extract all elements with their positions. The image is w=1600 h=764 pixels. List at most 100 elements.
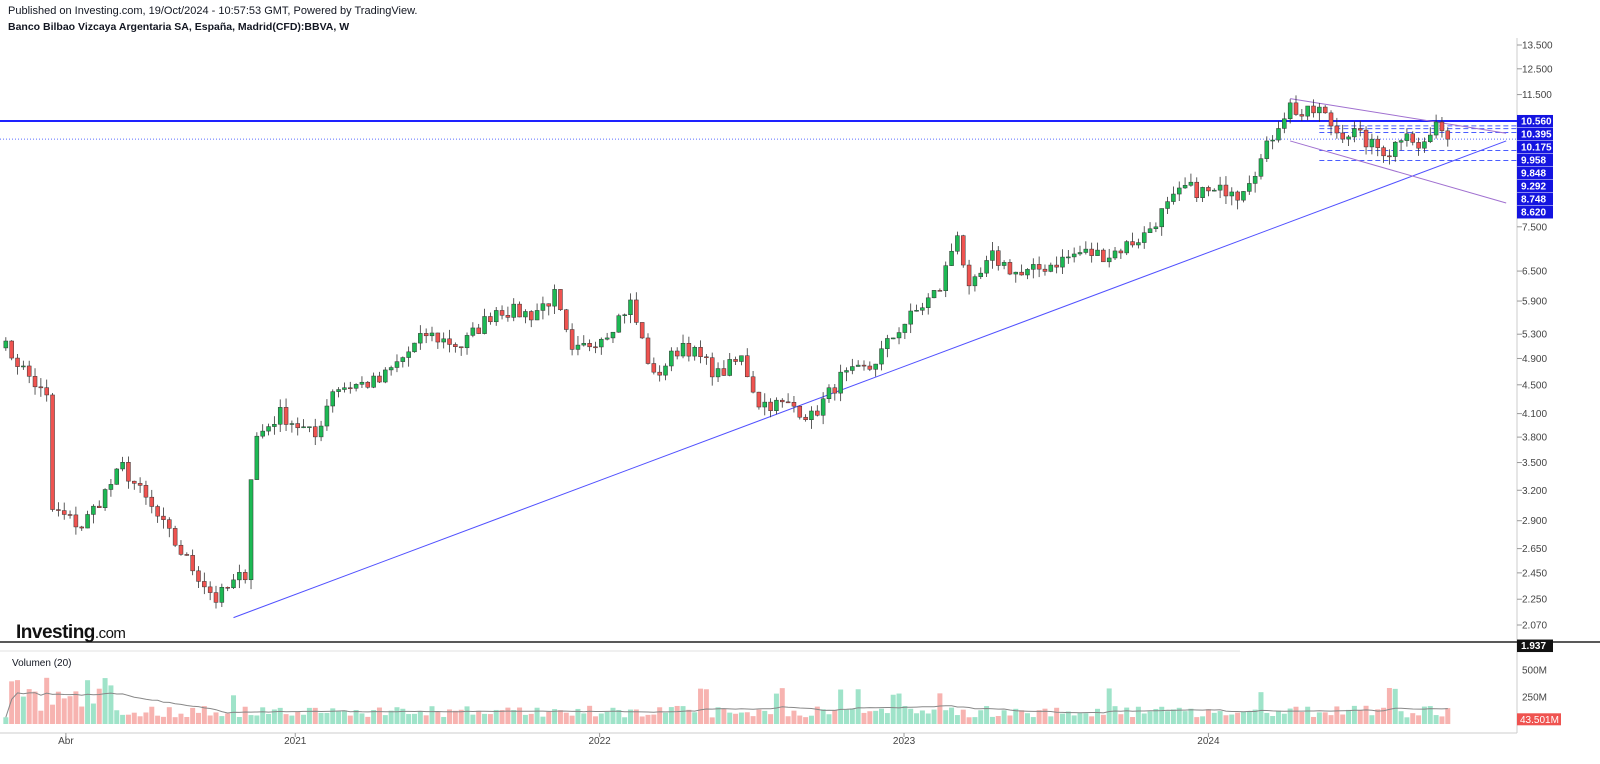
volume-bar: [756, 709, 762, 724]
candle-down: [184, 554, 190, 556]
candle-up: [879, 348, 884, 365]
y-tick-label: 3.500: [1522, 458, 1547, 469]
y-tick-label: 3.200: [1522, 486, 1547, 497]
y-tick-label: 2.250: [1522, 595, 1547, 606]
volume-bar: [213, 712, 219, 724]
candle-up: [1398, 140, 1404, 143]
volume-bar: [1264, 712, 1270, 724]
volume-bar: [1007, 715, 1013, 724]
volume-bar: [703, 689, 709, 724]
volume-bar: [1433, 715, 1439, 724]
candle-up: [1352, 128, 1357, 138]
y-tick-label: 2.450: [1522, 568, 1547, 579]
candle-up: [902, 323, 908, 333]
candle-down: [1375, 138, 1380, 148]
volume-bar: [341, 710, 347, 724]
volume-bar: [1328, 715, 1334, 724]
candle-down: [750, 376, 756, 393]
y-tick-label: 13.500: [1522, 41, 1553, 52]
volume-bar: [1299, 712, 1305, 724]
volume-bar: [125, 714, 131, 724]
volume-bar: [44, 677, 50, 724]
volume-bar: [324, 712, 330, 724]
volume-bar: [1165, 711, 1171, 724]
candle-down: [79, 526, 84, 529]
candle-up: [1013, 271, 1019, 275]
price-badge-label: 10.175: [1521, 142, 1552, 153]
candle-up: [1124, 241, 1129, 254]
volume-bar: [563, 712, 569, 724]
candle-up: [464, 335, 470, 349]
candle-up: [470, 327, 476, 336]
volume-tick-label: 500M: [1522, 666, 1547, 677]
candle-down: [1445, 130, 1451, 140]
volume-bar: [277, 707, 283, 724]
volume-bar: [195, 712, 201, 724]
volume-bar: [1427, 706, 1433, 724]
candle-up: [890, 337, 896, 340]
volume-bar: [803, 717, 809, 724]
candle-down: [67, 514, 73, 516]
volume-indicator-title: Volumen (20): [12, 658, 72, 669]
volume-bar: [1270, 716, 1276, 724]
volume-bar: [108, 685, 114, 724]
volume-bar: [61, 698, 67, 724]
volume-bar: [1229, 714, 1235, 724]
volume-bar: [1095, 708, 1101, 724]
candle-up: [1171, 193, 1176, 202]
candle-up: [1159, 208, 1164, 228]
volume-bar: [400, 708, 406, 724]
volume-bar: [972, 717, 978, 724]
candle-up: [873, 363, 878, 370]
volume-bar: [1334, 706, 1340, 724]
investing-logo: Investing.com: [16, 622, 126, 644]
volume-bar: [1316, 712, 1322, 724]
candle-up: [254, 435, 260, 480]
volume-bar: [820, 709, 826, 724]
volume-bar: [365, 716, 371, 724]
candle-up: [1106, 257, 1112, 263]
candle-down: [167, 519, 172, 529]
candle-down: [768, 401, 773, 411]
volume-bar: [546, 711, 552, 724]
candle-up: [3, 340, 9, 349]
volume-bar: [1013, 708, 1019, 724]
volume-bar: [242, 706, 248, 724]
volume-bar: [861, 712, 867, 724]
candle-up: [342, 387, 347, 390]
volume-bar: [914, 713, 920, 724]
candle-up: [534, 310, 540, 321]
volume-bar: [727, 712, 733, 724]
candle-up: [1392, 141, 1398, 157]
candle-up: [1229, 191, 1235, 197]
candle-up: [1048, 264, 1054, 272]
candle-down: [1381, 147, 1386, 157]
volume-bar: [528, 713, 534, 724]
volume-bar: [622, 717, 628, 724]
volume-bar: [738, 712, 744, 724]
candle-up: [669, 350, 674, 367]
volume-bar: [598, 713, 604, 724]
volume-bar: [254, 715, 260, 724]
candle-up: [581, 343, 587, 346]
volume-bar: [1246, 710, 1252, 724]
volume-bar: [423, 715, 429, 724]
volume-bar: [1083, 713, 1089, 724]
candle-down: [832, 387, 838, 394]
volume-bar: [791, 710, 797, 724]
volume-bar: [38, 710, 44, 724]
volume-bar: [289, 715, 295, 724]
price-badge-label: 10.560: [1521, 116, 1552, 127]
candle-up: [108, 484, 114, 490]
candle-down: [15, 357, 20, 367]
volume-bar: [954, 715, 960, 724]
candle-up: [850, 366, 855, 371]
volume-bar: [114, 710, 120, 724]
volume-bar: [464, 706, 470, 724]
candle-up: [1141, 232, 1147, 243]
volume-bar: [1322, 712, 1328, 724]
volume-bar: [1346, 709, 1352, 724]
candle-down: [528, 311, 534, 321]
volume-bar: [406, 714, 412, 724]
candle-down: [564, 309, 569, 330]
